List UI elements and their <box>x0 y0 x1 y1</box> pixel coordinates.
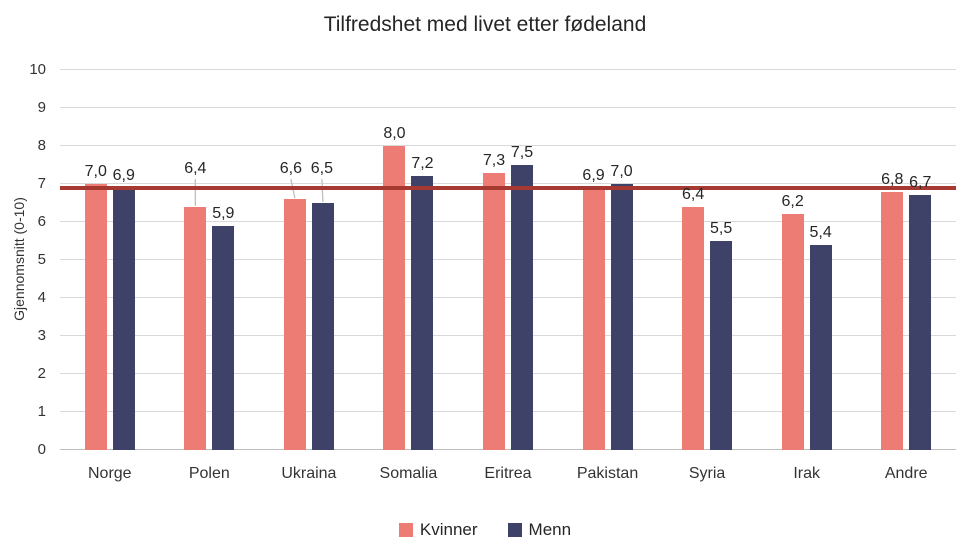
category-label-norge: Norge <box>87 465 132 482</box>
data-label: 6,4 <box>184 160 207 177</box>
data-label: 6,2 <box>781 193 804 211</box>
bar-kvinner-syria <box>682 206 705 450</box>
bar-kvinner-irak <box>781 214 804 450</box>
gridline <box>60 221 956 222</box>
data-label: 7,0 <box>610 163 633 180</box>
bar-menn-norge <box>112 187 135 450</box>
bar-menn-somalia <box>411 176 434 450</box>
data-label: 5,5 <box>709 220 733 237</box>
legend-label: Menn <box>528 520 572 539</box>
y-tick-label: 3 <box>37 327 46 344</box>
bar-kvinner-norge <box>84 184 107 450</box>
category-label-ukraina: Ukraina <box>281 465 337 482</box>
data-label: 6,5 <box>310 160 333 177</box>
data-label: 5,9 <box>212 204 235 222</box>
bar-kvinner-ukraina <box>283 199 306 450</box>
data-label: 8,0 <box>383 125 406 142</box>
legend-swatch-kvinner <box>398 523 413 537</box>
category-label-eritrea: Eritrea <box>484 465 532 482</box>
y-tick-label: 2 <box>37 365 46 382</box>
bar-menn-andre <box>909 195 932 450</box>
y-tick-label: 5 <box>37 251 46 268</box>
data-label: 6,7 <box>909 174 932 192</box>
legend-label: Kvinner <box>419 520 478 539</box>
gridline <box>60 107 956 108</box>
gridline <box>60 69 956 70</box>
category-label-polen: Polen <box>188 465 230 482</box>
bar-kvinner-polen <box>184 206 207 450</box>
legend: Kvinner Menn <box>0 520 970 540</box>
data-label: 6,9 <box>112 166 135 184</box>
y-tick-label: 6 <box>37 213 46 230</box>
legend-item-kvinner: Kvinner <box>398 520 478 540</box>
data-label: 7,5 <box>510 144 534 161</box>
bar-menn-irak <box>809 244 832 450</box>
data-label: 6,8 <box>881 170 904 188</box>
bar-kvinner-somalia <box>383 146 406 450</box>
category-label-syria: Syria <box>688 465 726 482</box>
bar-menn-pakistan <box>610 184 633 450</box>
gridline <box>60 297 956 298</box>
gridline <box>60 145 956 146</box>
data-label: 7,0 <box>84 163 107 180</box>
gridline <box>60 259 956 260</box>
gridline <box>60 373 956 374</box>
y-tick-label: 0 <box>37 441 46 458</box>
bar-menn-syria <box>710 241 733 450</box>
average-line <box>60 185 956 190</box>
bar-kvinner-eritrea <box>483 172 505 450</box>
legend-swatch-menn <box>507 523 522 537</box>
category-label-andre: Andre <box>884 465 928 482</box>
gridline <box>60 411 956 412</box>
y-tick-label: 7 <box>37 175 46 192</box>
data-label: 5,4 <box>809 223 832 241</box>
bar-menn-polen <box>212 225 235 450</box>
legend-item-menn: Menn <box>507 520 572 540</box>
bar-menn-eritrea <box>511 165 533 450</box>
category-label-somalia: Somalia <box>379 465 438 482</box>
bar-kvinner-pakistan <box>582 187 605 450</box>
category-label-irak: Irak <box>793 465 820 482</box>
data-label: 7,3 <box>482 151 506 169</box>
data-label: 6,6 <box>279 160 302 177</box>
gridline <box>60 183 956 184</box>
bar-kvinner-andre <box>881 191 904 450</box>
x-axis-line <box>60 449 956 450</box>
y-tick-label: 8 <box>37 137 46 154</box>
data-label: 7,2 <box>411 155 434 173</box>
y-tick-label: 9 <box>37 99 46 116</box>
y-tick-label: 10 <box>29 61 46 78</box>
data-label: 6,9 <box>582 166 605 184</box>
bar-menn-ukraina <box>311 203 334 450</box>
category-label-pakistan: Pakistan <box>576 465 639 482</box>
data-label: 6,4 <box>681 185 705 203</box>
y-tick-label: 4 <box>37 289 46 306</box>
gridline <box>60 335 956 336</box>
chart-title: Tilfredshet med livet etter fødeland <box>323 13 647 36</box>
y-tick-label: 1 <box>37 403 46 420</box>
